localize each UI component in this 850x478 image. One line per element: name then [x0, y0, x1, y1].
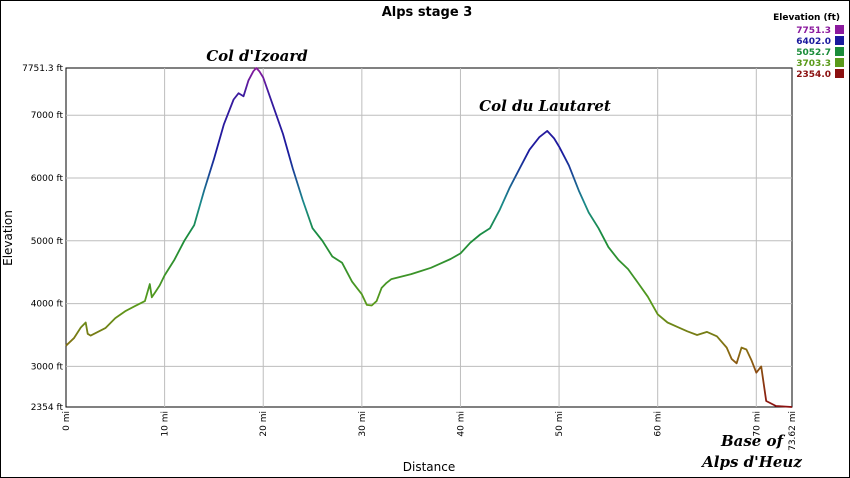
grid-lines [66, 68, 792, 407]
plot-area [65, 67, 793, 408]
y-axis-label: Elevation [1, 210, 15, 266]
legend-swatch [835, 36, 844, 45]
legend-entry-label: 2354.0 [796, 70, 831, 80]
x-axis-ticks: 0 mi 10 mi 20 mi 30 mi 40 mi 50 mi 60 mi 70 mi 7… [62, 411, 798, 451]
chart-title: Alps stage 3 [382, 5, 473, 20]
legend-entry-label: 5052.7 [796, 48, 831, 58]
x-tick-label: 70 mi [752, 411, 762, 437]
y-tick-label: 7000 ft [31, 111, 64, 121]
annotation-col-du-lautaret: Col du Lautaret [479, 97, 611, 115]
legend-swatch [835, 58, 844, 67]
y-tick-label: 5000 ft [31, 237, 64, 247]
y-axis-ticks: 2354 ft 3000 ft 4000 ft 5000 ft 6000 ft 7000 … [22, 64, 63, 413]
x-axis-label: Distance [403, 460, 455, 474]
y-tick-label: 6000 ft [31, 174, 64, 184]
x-tick-label: 73.62 mi [788, 411, 798, 451]
y-tick-label: 3000 ft [31, 362, 64, 372]
y-tick-label: 7751.3 ft [22, 64, 63, 74]
annotation-alps-d-heuz: Alps d'Heuz [700, 453, 802, 471]
legend-swatch [835, 25, 844, 34]
legend-entry-label: 3703.3 [796, 59, 831, 69]
x-tick-label: 0 mi [62, 411, 72, 431]
legend-entry-label: 6402.0 [796, 37, 831, 47]
elevation-series-line [65, 67, 793, 408]
legend-title: Elevation (ft) [773, 13, 840, 23]
legend-entry-label: 7751.3 [796, 26, 831, 36]
x-tick-label: 60 mi [654, 411, 664, 437]
x-tick-label: 20 mi [259, 411, 269, 437]
y-tick-label: 4000 ft [31, 300, 64, 310]
x-tick-label: 30 mi [358, 411, 368, 437]
x-tick-label: 40 mi [456, 411, 466, 437]
x-tick-label: 50 mi [555, 411, 565, 437]
annotation-base-of: Base of [720, 432, 786, 450]
x-tick-label: 10 mi [161, 411, 171, 437]
legend-swatch [835, 47, 844, 56]
annotation-col-d-izoard: Col d'Izoard [206, 47, 308, 65]
y-tick-label: 2354 ft [31, 403, 64, 413]
legend-swatch [835, 69, 844, 78]
